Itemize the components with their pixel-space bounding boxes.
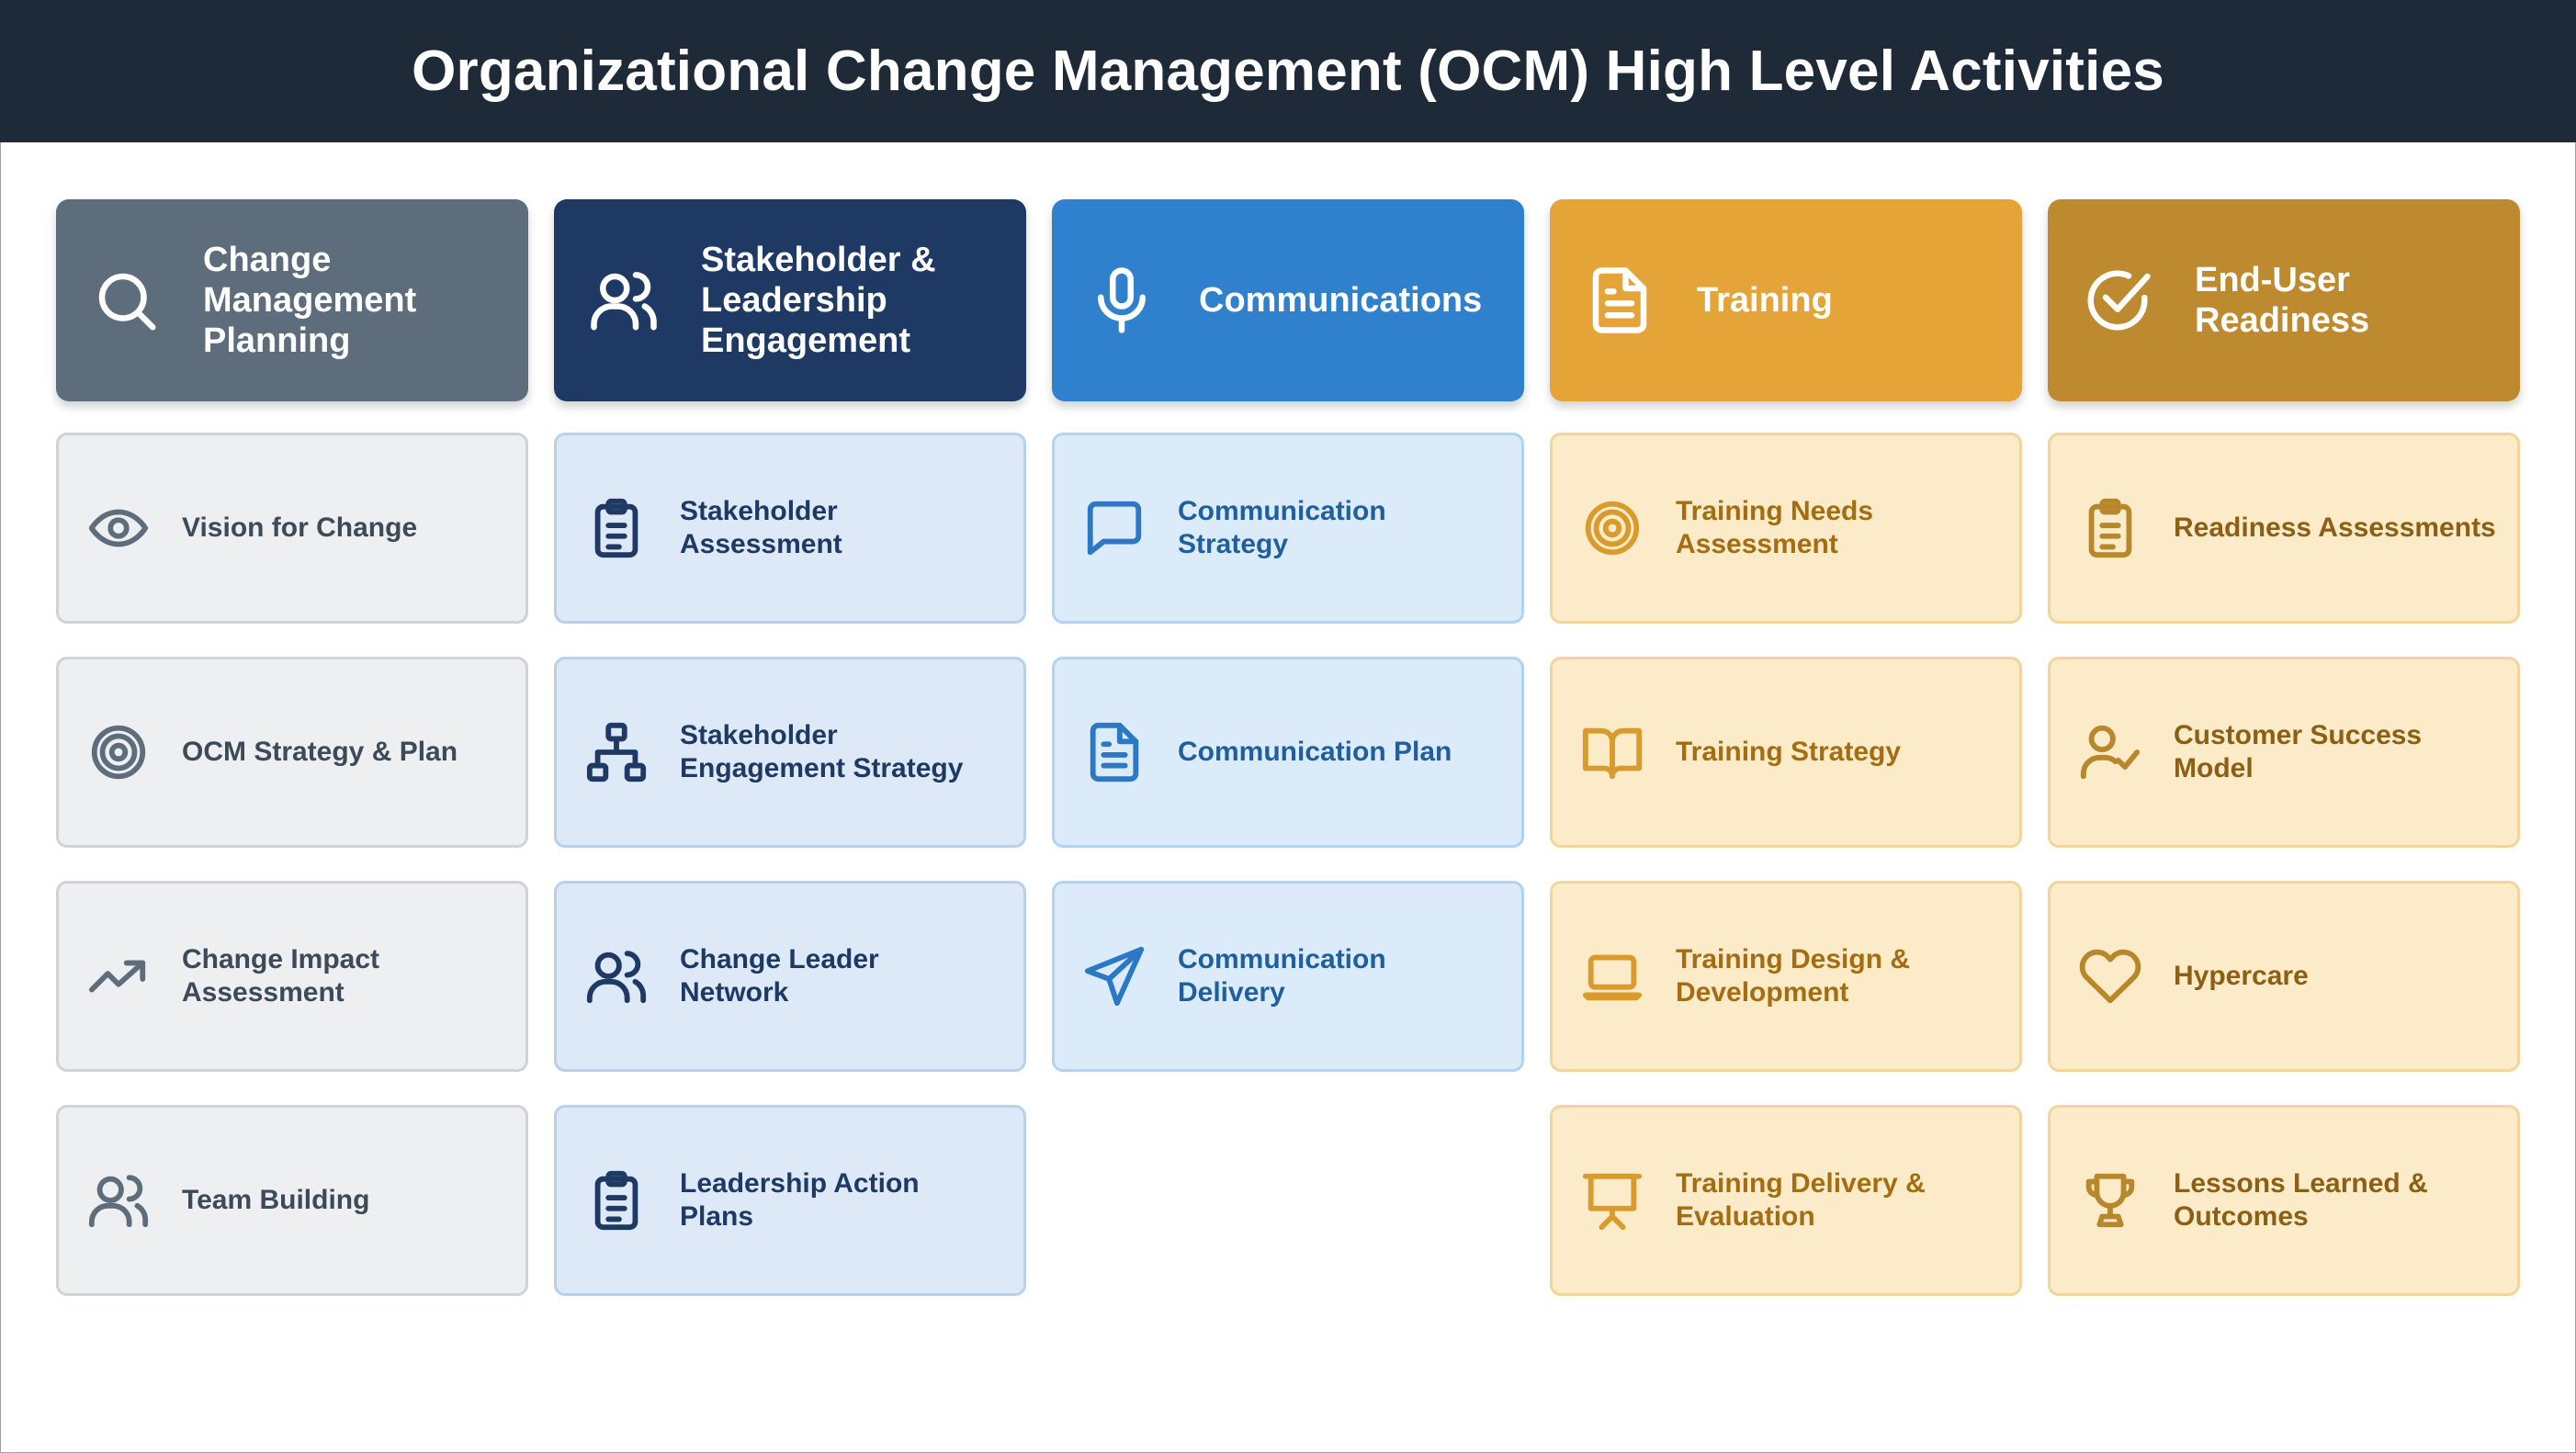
activity-label: Readiness Assessments — [2174, 512, 2496, 543]
column-title: Stakeholder & Leadership Engagement — [701, 241, 936, 360]
activity-label: Leadership Action Plans — [680, 1168, 920, 1232]
column-header: Communications — [1052, 199, 1524, 401]
column-title: End-User Readiness — [2195, 261, 2370, 340]
users-icon — [582, 942, 650, 1010]
column-end-user-readiness: End-User Readiness Readiness Assessments… — [2048, 199, 2520, 1296]
column-title: Change Management Planning — [203, 241, 417, 360]
target-icon — [1578, 494, 1646, 562]
activity-card: Change Impact Assessment — [56, 881, 528, 1072]
activity-label: Stakeholder Assessment — [680, 496, 842, 559]
clipboard-list-icon — [582, 494, 650, 562]
activity-label: Communication Plan — [1178, 737, 1452, 767]
activity-card: Customer Success Model — [2048, 657, 2520, 848]
trophy-icon — [2076, 1166, 2144, 1234]
activity-label: Team Building — [182, 1185, 370, 1215]
activity-card: Training Needs Assessment — [1550, 433, 2022, 624]
activity-label: Communication Delivery — [1178, 944, 1386, 1008]
book-open-icon — [1578, 718, 1646, 786]
title-banner: Organizational Change Management (OCM) H… — [0, 0, 2576, 142]
activity-card: Communication Plan — [1052, 657, 1524, 848]
document-icon — [1583, 264, 1656, 337]
activity-label: Change Impact Assessment — [182, 944, 380, 1008]
presentation-icon — [1578, 1166, 1646, 1234]
activity-card: Communication Strategy — [1052, 433, 1524, 624]
send-icon — [1080, 942, 1148, 1010]
activity-card: Training Delivery & Evaluation — [1550, 1105, 2022, 1296]
activity-label: Vision for Change — [182, 512, 418, 543]
activity-card: Lessons Learned & Outcomes — [2048, 1105, 2520, 1296]
activity-card: Communication Delivery — [1052, 881, 1524, 1072]
activity-card: Vision for Change — [56, 433, 528, 624]
activity-card: Training Design & Development — [1550, 881, 2022, 1072]
page-title: Organizational Change Management (OCM) H… — [412, 39, 2164, 103]
activity-label: Training Needs Assessment — [1676, 496, 1874, 559]
column-header: Stakeholder & Leadership Engagement — [554, 199, 1026, 401]
column-stakeholder-leadership-engagement: Stakeholder & Leadership Engagement Stak… — [554, 199, 1026, 1296]
activity-card: Team Building — [56, 1105, 528, 1296]
trend-up-icon — [85, 942, 153, 1010]
activity-card: Readiness Assessments — [2048, 433, 2520, 624]
laptop-icon — [1578, 942, 1646, 1010]
activity-label: Training Delivery & Evaluation — [1676, 1168, 1926, 1232]
activity-card: Change Leader Network — [554, 881, 1026, 1072]
activity-label: Lessons Learned & Outcomes — [2174, 1168, 2428, 1232]
column-title: Communications — [1199, 281, 1483, 320]
activity-card: Leadership Action Plans — [554, 1105, 1026, 1296]
activity-card: Stakeholder Assessment — [554, 433, 1026, 624]
activity-card: Hypercare — [2048, 881, 2520, 1072]
check-circle-icon — [2081, 264, 2154, 337]
microphone-icon — [1085, 264, 1158, 337]
column-header: Training — [1550, 199, 2022, 401]
document-icon — [1080, 718, 1148, 786]
users-icon — [85, 1166, 153, 1234]
clipboard-list-icon — [582, 1166, 650, 1234]
activity-label: Training Strategy — [1676, 737, 1902, 767]
activity-label: Communication Strategy — [1178, 496, 1386, 559]
target-icon — [85, 718, 153, 786]
activity-label: Hypercare — [2174, 961, 2309, 991]
search-icon — [89, 264, 163, 337]
activity-label: OCM Strategy & Plan — [182, 737, 458, 767]
column-communications: Communications Communication Strategy Co… — [1052, 199, 1524, 1072]
activity-card: Stakeholder Engagement Strategy — [554, 657, 1026, 848]
activity-card: Training Strategy — [1550, 657, 2022, 848]
column-training: Training Training Needs Assessment Train… — [1550, 199, 2022, 1296]
clipboard-list-icon — [2076, 494, 2144, 562]
activity-label: Training Design & Development — [1676, 944, 1911, 1008]
user-check-icon — [2076, 718, 2144, 786]
eye-icon — [85, 494, 153, 562]
heart-icon — [2076, 942, 2144, 1010]
org-chart-icon — [582, 718, 650, 786]
column-header: End-User Readiness — [2048, 199, 2520, 401]
activity-label: Change Leader Network — [680, 944, 879, 1008]
column-header: Change Management Planning — [56, 199, 528, 401]
users-icon — [587, 264, 661, 337]
chat-bubble-icon — [1080, 494, 1148, 562]
column-title: Training — [1697, 281, 1833, 320]
activity-label: Stakeholder Engagement Strategy — [680, 720, 964, 783]
column-change-management-planning: Change Management Planning Vision for Ch… — [56, 199, 528, 1296]
activity-label: Customer Success Model — [2174, 720, 2423, 783]
activity-card: OCM Strategy & Plan — [56, 657, 528, 848]
